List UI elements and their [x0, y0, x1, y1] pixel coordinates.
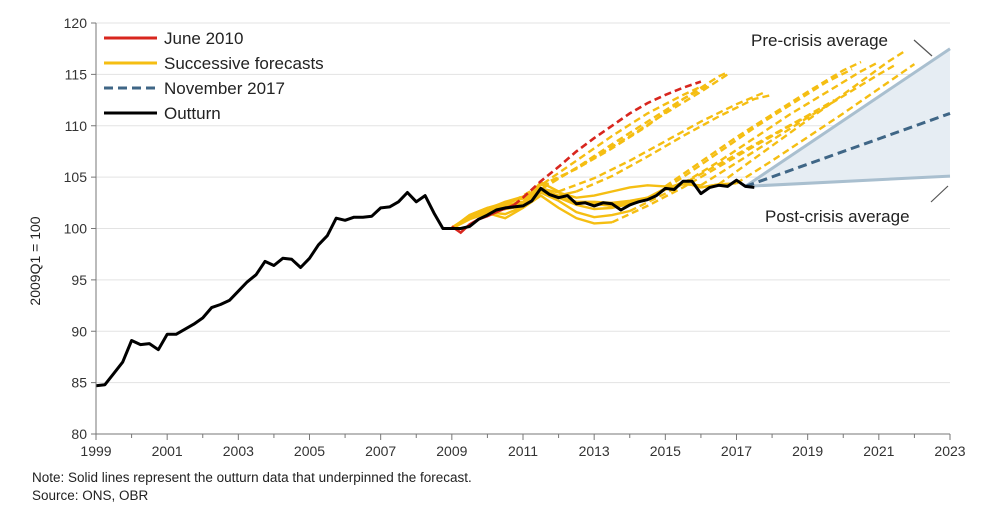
- pre-crisis-label: Pre-crisis average: [751, 31, 888, 50]
- forecast-dashed-line: [629, 99, 835, 213]
- y-tick-label: 115: [65, 66, 88, 82]
- y-tick-label: 85: [71, 375, 87, 391]
- legend-label: Outturn: [164, 104, 221, 123]
- forecast-dashed-line: [504, 85, 702, 207]
- chart-note: Note: Solid lines represent the outturn …: [32, 470, 472, 485]
- x-tick-label: 2013: [579, 443, 610, 459]
- legend-label: June 2010: [164, 29, 243, 48]
- x-tick-label: 2007: [365, 443, 396, 459]
- tick-labels: 80 85 90 95 100 105 110 115 120 1999 2001 2003 2005 2…: [64, 15, 966, 459]
- axes: [91, 22, 951, 440]
- forecast-dashed-line: [646, 68, 853, 201]
- x-tick-label: 2021: [863, 443, 894, 459]
- x-tick-label: 2019: [792, 443, 823, 459]
- forecast-dashed-line: [575, 93, 773, 193]
- chart-source: Source: ONS, OBR: [32, 488, 149, 503]
- forecast-dashed-line: [558, 91, 764, 193]
- chart: 80 85 90 95 100 105 110 115 120 1999 2001 2003 2005 2…: [27, 15, 966, 459]
- x-tick-label: 2009: [436, 443, 467, 459]
- y-tick-label: 90: [71, 323, 87, 339]
- pre-crisis-line: [744, 47, 951, 188]
- x-tick-label: 2003: [223, 443, 254, 459]
- june-2010-dashed-line: [513, 80, 702, 206]
- forecast-dashed-line: [540, 71, 729, 187]
- post-crisis-label: Post-crisis average: [765, 207, 910, 226]
- x-tick-label: 2017: [721, 443, 752, 459]
- november-2017-line: [744, 111, 951, 188]
- legend-label: Successive forecasts: [164, 54, 324, 73]
- forecast-dashed-line: [682, 60, 880, 185]
- x-tick-label: 2023: [934, 443, 965, 459]
- legend: June 2010 Successive forecasts November 20…: [104, 29, 324, 123]
- x-tick-label: 2011: [508, 443, 538, 459]
- x-tick-label: 2001: [152, 443, 183, 459]
- y-tick-label: 110: [65, 118, 88, 134]
- y-tick-label: 100: [64, 221, 88, 237]
- gridlines: [96, 22, 950, 384]
- x-tick-label: 2005: [294, 443, 325, 459]
- legend-label: November 2017: [164, 79, 285, 98]
- x-tick-label: 1999: [80, 443, 111, 459]
- pre-crisis-leader: [913, 39, 933, 57]
- forecast-dashed-line: [735, 63, 916, 185]
- post-crisis-line: [745, 174, 951, 188]
- y-tick-label: 120: [64, 15, 88, 31]
- post-crisis-leader: [930, 185, 949, 203]
- y-axis-label: 2009Q1 = 100: [27, 216, 43, 305]
- forecast-solid-line: [451, 184, 666, 230]
- y-tick-label: 95: [71, 272, 87, 288]
- y-tick-label: 105: [64, 169, 88, 185]
- forecast-dashed-line: [664, 60, 862, 188]
- outturn-line: [95, 178, 755, 388]
- x-tick-label: 2015: [650, 443, 681, 459]
- annotations: Pre-crisis average Post-crisis average: [751, 31, 949, 226]
- main-lines: [95, 47, 951, 388]
- y-tick-label: 80: [71, 426, 87, 442]
- forecast-dashed-line: [700, 63, 898, 187]
